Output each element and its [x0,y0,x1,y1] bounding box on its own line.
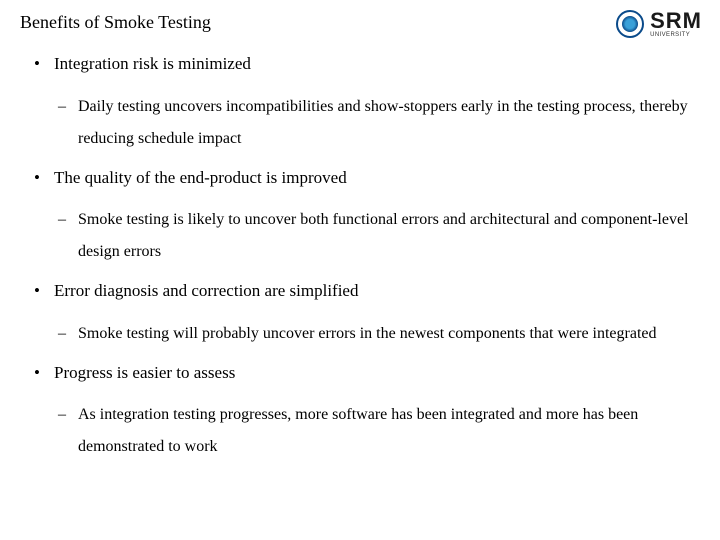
bullet-list: Integration risk is minimized Daily test… [30,51,700,463]
slide-content: Integration risk is minimized Daily test… [20,51,700,463]
bullet-text: The quality of the end-product is improv… [54,168,347,187]
bullet-text: Error diagnosis and correction are simpl… [54,281,358,300]
sub-bullet-text: As integration testing progresses, more … [78,406,638,455]
list-item: Smoke testing is likely to uncover both … [54,204,700,268]
sub-bullet-text: Smoke testing is likely to uncover both … [78,211,688,260]
slide-title: Benefits of Smoke Testing [20,12,700,33]
list-item: The quality of the end-product is improv… [30,165,700,269]
logo-main-text: SRM [650,10,702,32]
logo-sub-text: UNIVERSITY [650,32,702,38]
list-item: Error diagnosis and correction are simpl… [30,278,700,350]
list-item: Progress is easier to assess As integrat… [30,360,700,464]
sub-bullet-list: As integration testing progresses, more … [54,399,700,463]
sub-bullet-list: Smoke testing is likely to uncover both … [54,204,700,268]
sub-bullet-text: Smoke testing will probably uncover erro… [78,325,657,342]
sub-bullet-list: Daily testing uncovers incompatibilities… [54,91,700,155]
bullet-text: Progress is easier to assess [54,363,235,382]
logo-badge-icon [616,10,644,38]
logo-text-block: SRM UNIVERSITY [650,10,702,38]
logo-badge-inner-icon [622,16,638,32]
list-item: Integration risk is minimized Daily test… [30,51,700,155]
sub-bullet-list: Smoke testing will probably uncover erro… [54,318,700,350]
list-item: As integration testing progresses, more … [54,399,700,463]
sub-bullet-text: Daily testing uncovers incompatibilities… [78,98,688,147]
bullet-text: Integration risk is minimized [54,54,251,73]
list-item: Daily testing uncovers incompatibilities… [54,91,700,155]
slide-container: SRM UNIVERSITY Benefits of Smoke Testing… [0,0,720,540]
list-item: Smoke testing will probably uncover erro… [54,318,700,350]
university-logo: SRM UNIVERSITY [616,10,702,38]
